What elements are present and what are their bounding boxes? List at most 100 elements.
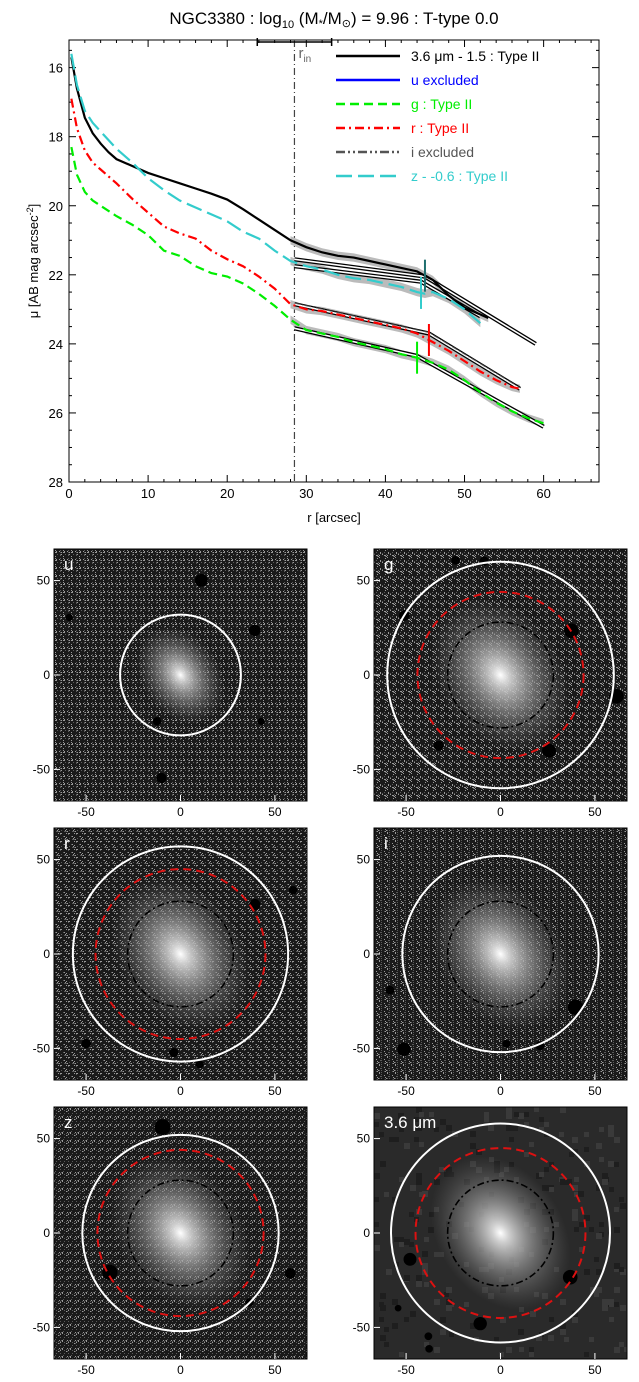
panel-pixel — [374, 1245, 380, 1251]
panel-pixel — [594, 1292, 599, 1297]
panel-pixel — [578, 1191, 584, 1197]
panel-y-tick-label: 0 — [43, 668, 50, 682]
panel-pixel — [564, 1337, 569, 1342]
panel-pixel — [574, 1192, 579, 1197]
r-in-label: rin — [298, 45, 311, 65]
panel-pixel — [374, 1222, 379, 1227]
profile-line — [70, 53, 482, 324]
panel-y-tick-label: 0 — [43, 1226, 50, 1240]
panel-pixel — [579, 1222, 584, 1227]
legend-label: r : Type II — [411, 120, 469, 136]
panel-y-tick-label: 50 — [357, 1132, 371, 1146]
panel-pixel — [572, 1209, 578, 1215]
panel-pixel — [434, 1347, 440, 1353]
panel-pixel — [404, 1143, 410, 1149]
panel-pixel — [416, 1275, 422, 1281]
panel-pixel — [584, 1269, 590, 1275]
panel-pixel — [614, 1227, 620, 1233]
panel-pixel — [608, 1125, 614, 1131]
panel-pixel — [416, 1125, 422, 1131]
r-in-label-sub: in — [303, 54, 311, 65]
panel-y-tick-label: 50 — [37, 574, 51, 588]
masked-source — [502, 1039, 511, 1048]
panel-pixel — [449, 1332, 454, 1337]
panel-pixel — [608, 1161, 614, 1167]
masked-source — [152, 717, 162, 726]
panel-pixel — [379, 1317, 384, 1322]
panel-pixel — [419, 1142, 424, 1147]
panel-pixel — [549, 1187, 554, 1192]
panel-pixel — [614, 1207, 619, 1212]
image-panel: i -50 50 0 0 50 -50 — [353, 827, 628, 1098]
panel-pixel — [584, 1352, 589, 1357]
panel-pixel — [539, 1172, 544, 1177]
panel-pixel — [514, 1112, 519, 1117]
panel-pixel — [599, 1127, 604, 1132]
panel-pixel — [602, 1299, 608, 1305]
masked-source — [424, 1332, 433, 1341]
masked-source — [397, 1042, 411, 1056]
panel-x-tick-label: 50 — [588, 1363, 602, 1377]
masked-source — [403, 1252, 417, 1266]
panel-pixel — [624, 1347, 627, 1352]
panel-y-tick-label: -50 — [33, 1041, 51, 1055]
panel-label: r — [64, 834, 70, 853]
panel-label: u — [64, 555, 73, 574]
panel-pixel — [399, 1242, 404, 1247]
panel-pixel — [392, 1197, 398, 1203]
masked-source — [542, 743, 557, 758]
y-tick-label: 18 — [49, 130, 63, 145]
panel-pixel — [380, 1161, 386, 1167]
panel-x-tick-label: 0 — [177, 1084, 184, 1098]
panel-pixel — [434, 1179, 440, 1185]
legend: 3.6 μm - 1.5 : Type II u excluded g : Type… — [336, 48, 539, 184]
title-sub: * — [319, 18, 324, 30]
panel-pixel — [518, 1113, 524, 1119]
panel-pixel — [614, 1287, 620, 1293]
image-panel: z -50 50 0 0 50 -50 — [33, 1106, 308, 1377]
panel-pixel — [416, 1107, 422, 1113]
panel-pixel — [419, 1112, 424, 1117]
panel-pixel — [506, 1113, 512, 1119]
panel-pixel — [574, 1177, 579, 1182]
panel-pixel — [439, 1167, 444, 1172]
panel-pixel — [529, 1352, 534, 1357]
masked-source — [451, 556, 460, 565]
profile-axes: 0 10 20 30 40 50 60 16 18 20 22 24 26 28 — [49, 40, 599, 501]
x-axis-label: r [arcsec] — [307, 510, 360, 525]
panel-pixel — [398, 1113, 404, 1119]
panel-pixel — [560, 1107, 566, 1113]
masked-source — [425, 1344, 433, 1353]
aperture-circle — [126, 1179, 235, 1287]
panel-pixel — [470, 1143, 476, 1149]
panel-pixel — [419, 1192, 424, 1197]
panel-x-tick-label: 0 — [497, 1363, 504, 1377]
panel-pixel — [596, 1143, 602, 1149]
legend-label: z - -0.6 : Type II — [411, 168, 508, 184]
masked-source — [567, 999, 584, 1015]
panel-pixel — [379, 1302, 384, 1307]
panel-pixel — [524, 1112, 529, 1117]
aperture-circle — [389, 1122, 612, 1344]
panel-pixel — [416, 1173, 422, 1179]
panel-pixel — [464, 1302, 469, 1307]
panel-y-tick-label: -50 — [353, 762, 371, 776]
panel-pixel — [529, 1347, 534, 1352]
masked-source — [394, 1304, 402, 1312]
panel-pixel — [560, 1299, 566, 1305]
masked-source — [169, 1048, 179, 1058]
y-tick-label: 20 — [49, 199, 63, 214]
panel-pixel — [614, 1263, 620, 1269]
panel-y-tick-label: 50 — [357, 853, 371, 867]
aperture-circle — [401, 854, 600, 1054]
panel-pixel — [416, 1179, 422, 1185]
panel-pixel — [560, 1179, 566, 1185]
panel-y-tick-label: 50 — [37, 1132, 51, 1146]
panel-pixel — [544, 1122, 549, 1127]
panel-pixel — [394, 1137, 399, 1142]
panel-pixel — [512, 1125, 518, 1131]
panel-y-tick-label: 50 — [37, 853, 51, 867]
x-tick-label: 0 — [65, 486, 72, 501]
ylabel-main: μ [AB mag arcsec — [26, 215, 41, 318]
